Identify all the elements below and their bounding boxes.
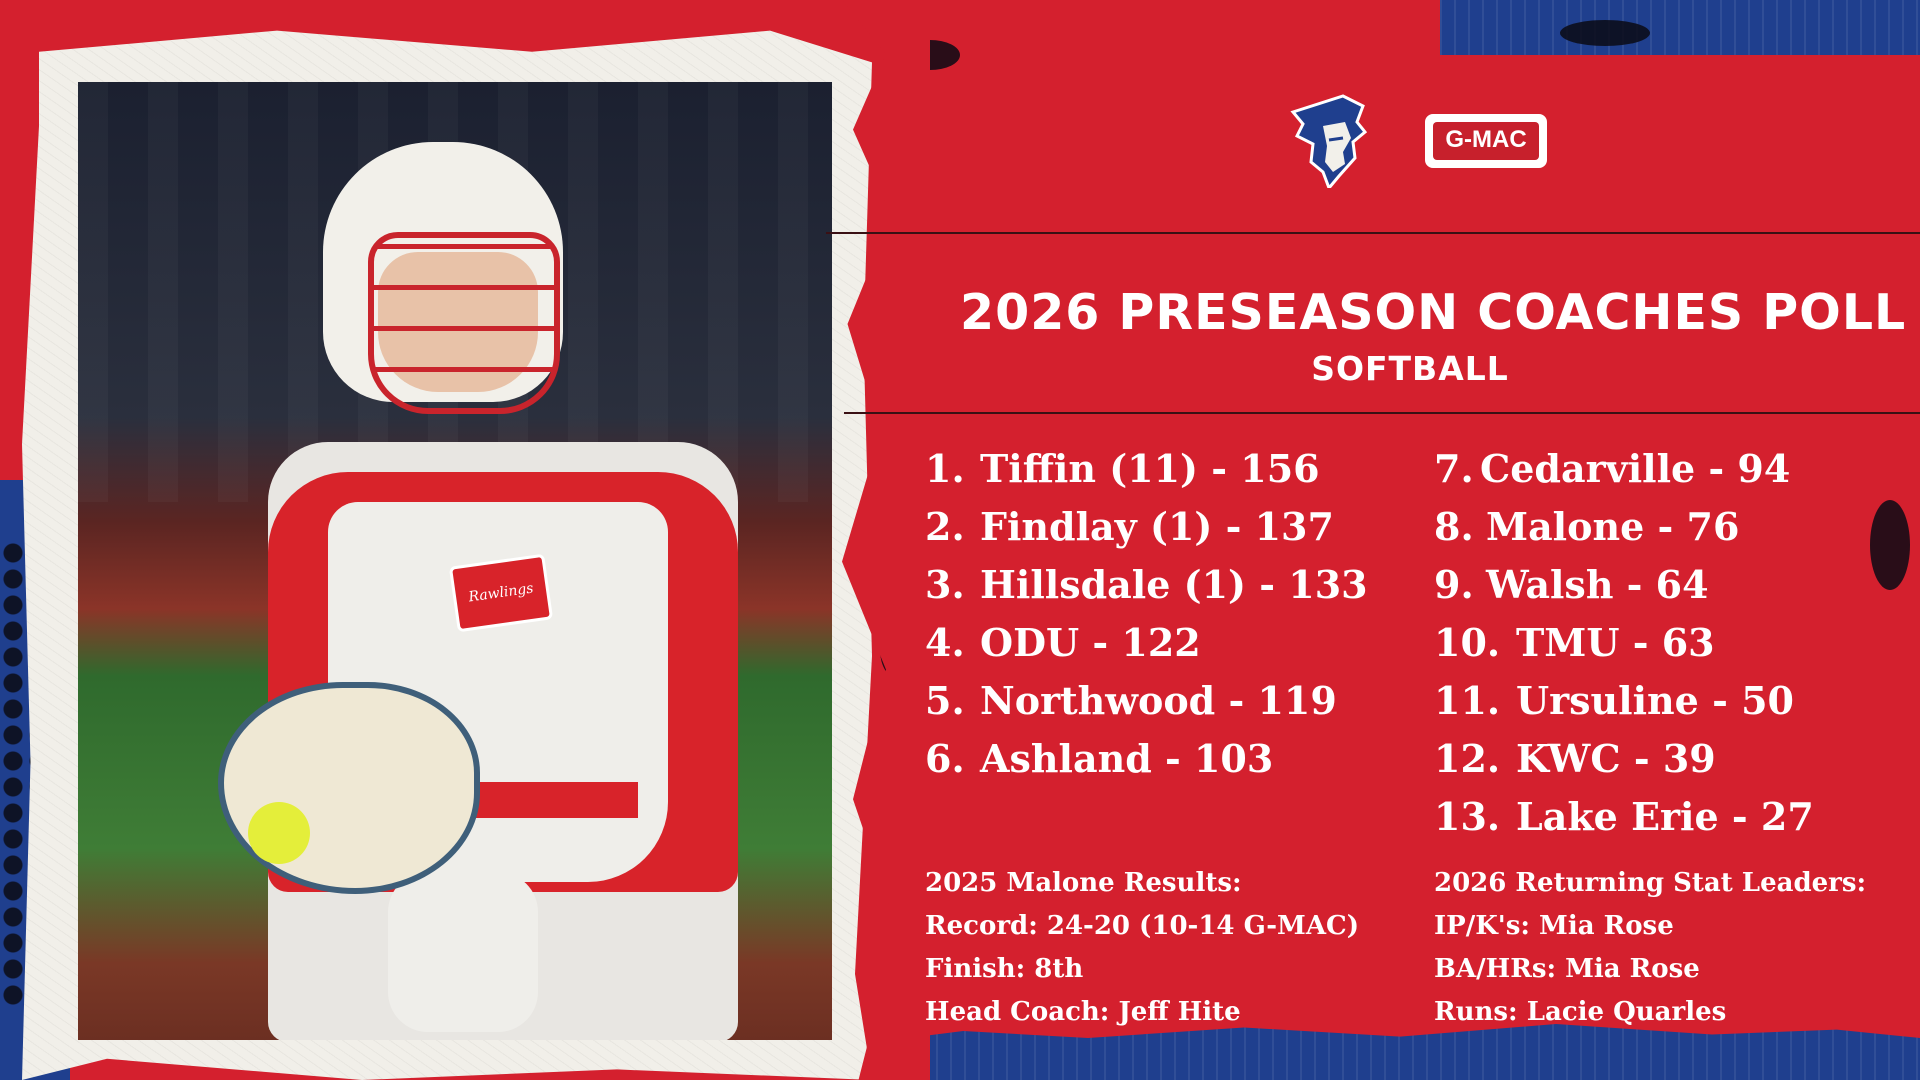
- poll-entry: 5. Northwood - 119: [925, 672, 1368, 730]
- page-title: 2026 PRESEASON COACHES POLL: [960, 284, 1907, 341]
- poll-list-right: 7. Cedarville - 94 8. Malone - 76 9. Walsh …: [1434, 440, 1814, 846]
- results-block: 2025 Malone Results: Record: 24-20 (10-1…: [925, 862, 1359, 1034]
- leaders-line: IP/K's: Mia Rose: [1434, 911, 1674, 941]
- poll-team: Findlay (1) - 137: [980, 504, 1334, 549]
- poll-entry: 7. Cedarville - 94: [1434, 440, 1814, 498]
- chest-protector-logo: Rawlings: [448, 553, 554, 633]
- poll-entry: 12. KWC - 39: [1434, 730, 1814, 788]
- poll-entry: 2. Findlay (1) - 137: [925, 498, 1368, 556]
- results-line: Finish: 8th: [925, 954, 1084, 984]
- photo-knee-guard: [388, 872, 538, 1032]
- leaders-line: Runs: Lacie Quarles: [1434, 997, 1727, 1027]
- poll-team: Walsh - 64: [1486, 562, 1709, 607]
- poll-team: Cedarville - 94: [1480, 446, 1791, 491]
- photo-softball: [248, 802, 310, 864]
- page-subtitle: SOFTBALL: [1311, 349, 1509, 388]
- divider-middle: [844, 412, 1920, 414]
- photo-catchers-mitt: [218, 682, 480, 894]
- poll-team: Northwood - 119: [980, 678, 1337, 723]
- poll-entry: 3. Hillsdale (1) - 133: [925, 556, 1368, 614]
- poll-team: Ashland - 103: [980, 736, 1274, 781]
- poll-team: ODU - 122: [980, 620, 1201, 665]
- poll-rank: 1.: [925, 446, 965, 491]
- grunge-splatter: [1560, 20, 1650, 46]
- poll-entry: 9. Walsh - 64: [1434, 556, 1814, 614]
- gmac-logo: G-MAC: [1425, 114, 1547, 168]
- poll-entry: 4. ODU - 122: [925, 614, 1368, 672]
- poll-rank: 13.: [1434, 794, 1501, 839]
- poll-entry: 8. Malone - 76: [1434, 498, 1814, 556]
- poll-rank: 7.: [1434, 446, 1474, 491]
- player-photo: Rawlings: [78, 82, 832, 1040]
- poll-team: Lake Erie - 27: [1516, 794, 1814, 839]
- poll-team: Tiffin (11) - 156: [980, 446, 1320, 491]
- poll-rank: 12.: [1434, 736, 1501, 781]
- poll-team: Malone - 76: [1486, 504, 1740, 549]
- poll-entry: 1. Tiffin (11) - 156: [925, 440, 1368, 498]
- leaders-line: BA/HRs: Mia Rose: [1434, 954, 1700, 984]
- poll-list-left: 1. Tiffin (11) - 156 2. Findlay (1) - 137 …: [925, 440, 1368, 788]
- results-heading: 2025 Malone Results:: [925, 868, 1242, 898]
- poll-rank: 9.: [1434, 562, 1474, 607]
- results-line: Head Coach: Jeff Hite: [925, 997, 1241, 1027]
- grunge-splatter: [1870, 500, 1910, 590]
- poll-entry: 6. Ashland - 103: [925, 730, 1368, 788]
- gmac-logo-text: G-MAC: [1433, 122, 1539, 160]
- poll-team: Hillsdale (1) - 133: [980, 562, 1368, 607]
- leaders-block: 2026 Returning Stat Leaders: IP/K's: Mia…: [1434, 862, 1866, 1034]
- poll-entry: 11. Ursuline - 50: [1434, 672, 1814, 730]
- poll-entry: 13. Lake Erie - 27: [1434, 788, 1814, 846]
- poll-team: KWC - 39: [1516, 736, 1716, 781]
- poll-entry: 10. TMU - 63: [1434, 614, 1814, 672]
- blue-stripe-top: [1440, 0, 1920, 55]
- poll-rank: 2.: [925, 504, 965, 549]
- poll-rank: 6.: [925, 736, 965, 781]
- poll-rank: 5.: [925, 678, 965, 723]
- poll-rank: 4.: [925, 620, 965, 665]
- divider-top: [826, 232, 1920, 234]
- patriot-logo-icon: [1290, 94, 1368, 188]
- photo-face-cage: [368, 232, 560, 414]
- poll-rank: 10.: [1434, 620, 1501, 665]
- poll-rank: 11.: [1434, 678, 1501, 723]
- poll-team: Ursuline - 50: [1516, 678, 1794, 723]
- leaders-heading: 2026 Returning Stat Leaders:: [1434, 868, 1867, 898]
- poll-rank: 3.: [925, 562, 965, 607]
- poll-rank: 8.: [1434, 504, 1474, 549]
- poll-team: TMU - 63: [1516, 620, 1715, 665]
- results-line: Record: 24-20 (10-14 G-MAC): [925, 911, 1359, 941]
